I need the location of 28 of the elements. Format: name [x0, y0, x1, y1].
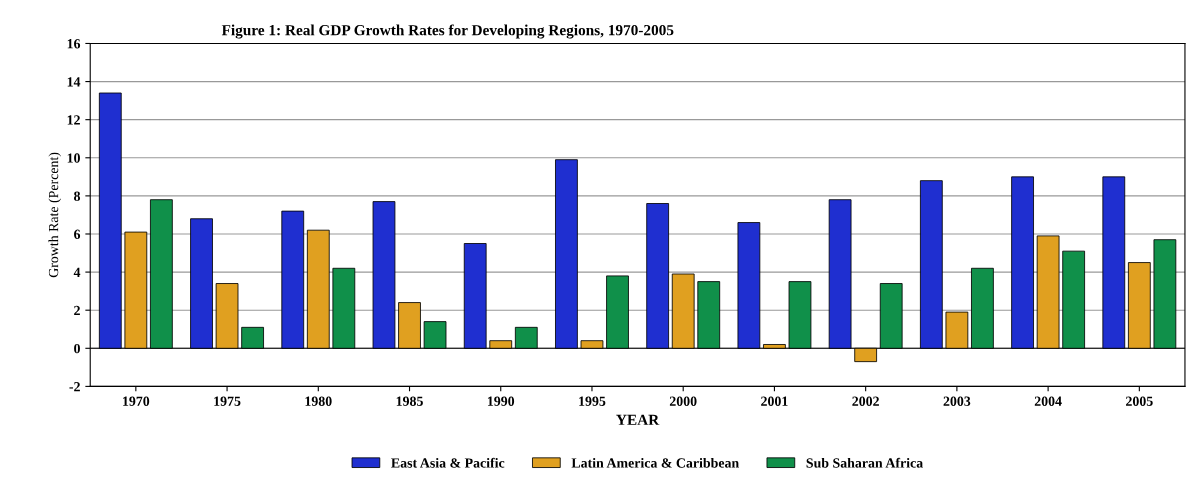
y-tick-label: 10 [67, 153, 80, 163]
x-tick-label: 1975 [214, 396, 241, 406]
legend-label: Latin America & Caribbean [571, 457, 739, 468]
x-tick-label: 2003 [943, 396, 971, 406]
y-tick-label: -2 [69, 382, 80, 392]
x-tick-label: 1970 [123, 396, 150, 406]
x-tick-label: 2005 [1126, 396, 1153, 406]
x-tick-label: 1985 [396, 396, 423, 406]
legend-label: Sub Saharan Africa [806, 457, 923, 468]
x-tick-label: 2004 [1034, 396, 1062, 406]
y-tick-label: 8 [74, 191, 81, 201]
x-tick-label: 1990 [487, 396, 515, 406]
y-tick-label: 4 [73, 267, 81, 277]
x-tick-label: 1980 [305, 396, 332, 406]
x-tick-label: 2000 [669, 396, 697, 406]
x-axis-title: YEAR [616, 414, 660, 425]
x-tick-label: 2002 [852, 396, 879, 406]
x-tick-label: 2001 [761, 396, 788, 406]
y-tick-label: 14 [67, 77, 81, 87]
x-tick-label: 1995 [579, 396, 606, 406]
y-tick-label: 6 [74, 229, 81, 239]
y-tick-label: 0 [74, 343, 80, 354]
y-tick-label: 2 [74, 305, 80, 316]
y-tick-label: 12 [67, 115, 80, 125]
legend-label: East Asia & Pacific [391, 457, 505, 468]
y-tick-label: 16 [67, 39, 81, 49]
chart-title: Figure 1: Real GDP Growth Rates for Developing Regions, 1970-2005 [221, 24, 674, 39]
y-axis-title: Growth Rate (Percent) [48, 152, 62, 278]
